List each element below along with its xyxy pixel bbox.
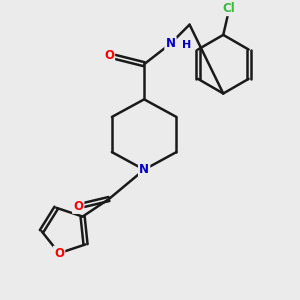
Text: O: O	[54, 247, 64, 260]
Text: Cl: Cl	[223, 2, 236, 15]
Text: O: O	[104, 49, 114, 62]
Text: N: N	[139, 163, 149, 176]
Text: O: O	[73, 200, 83, 213]
Text: H: H	[182, 40, 191, 50]
Text: N: N	[166, 37, 176, 50]
